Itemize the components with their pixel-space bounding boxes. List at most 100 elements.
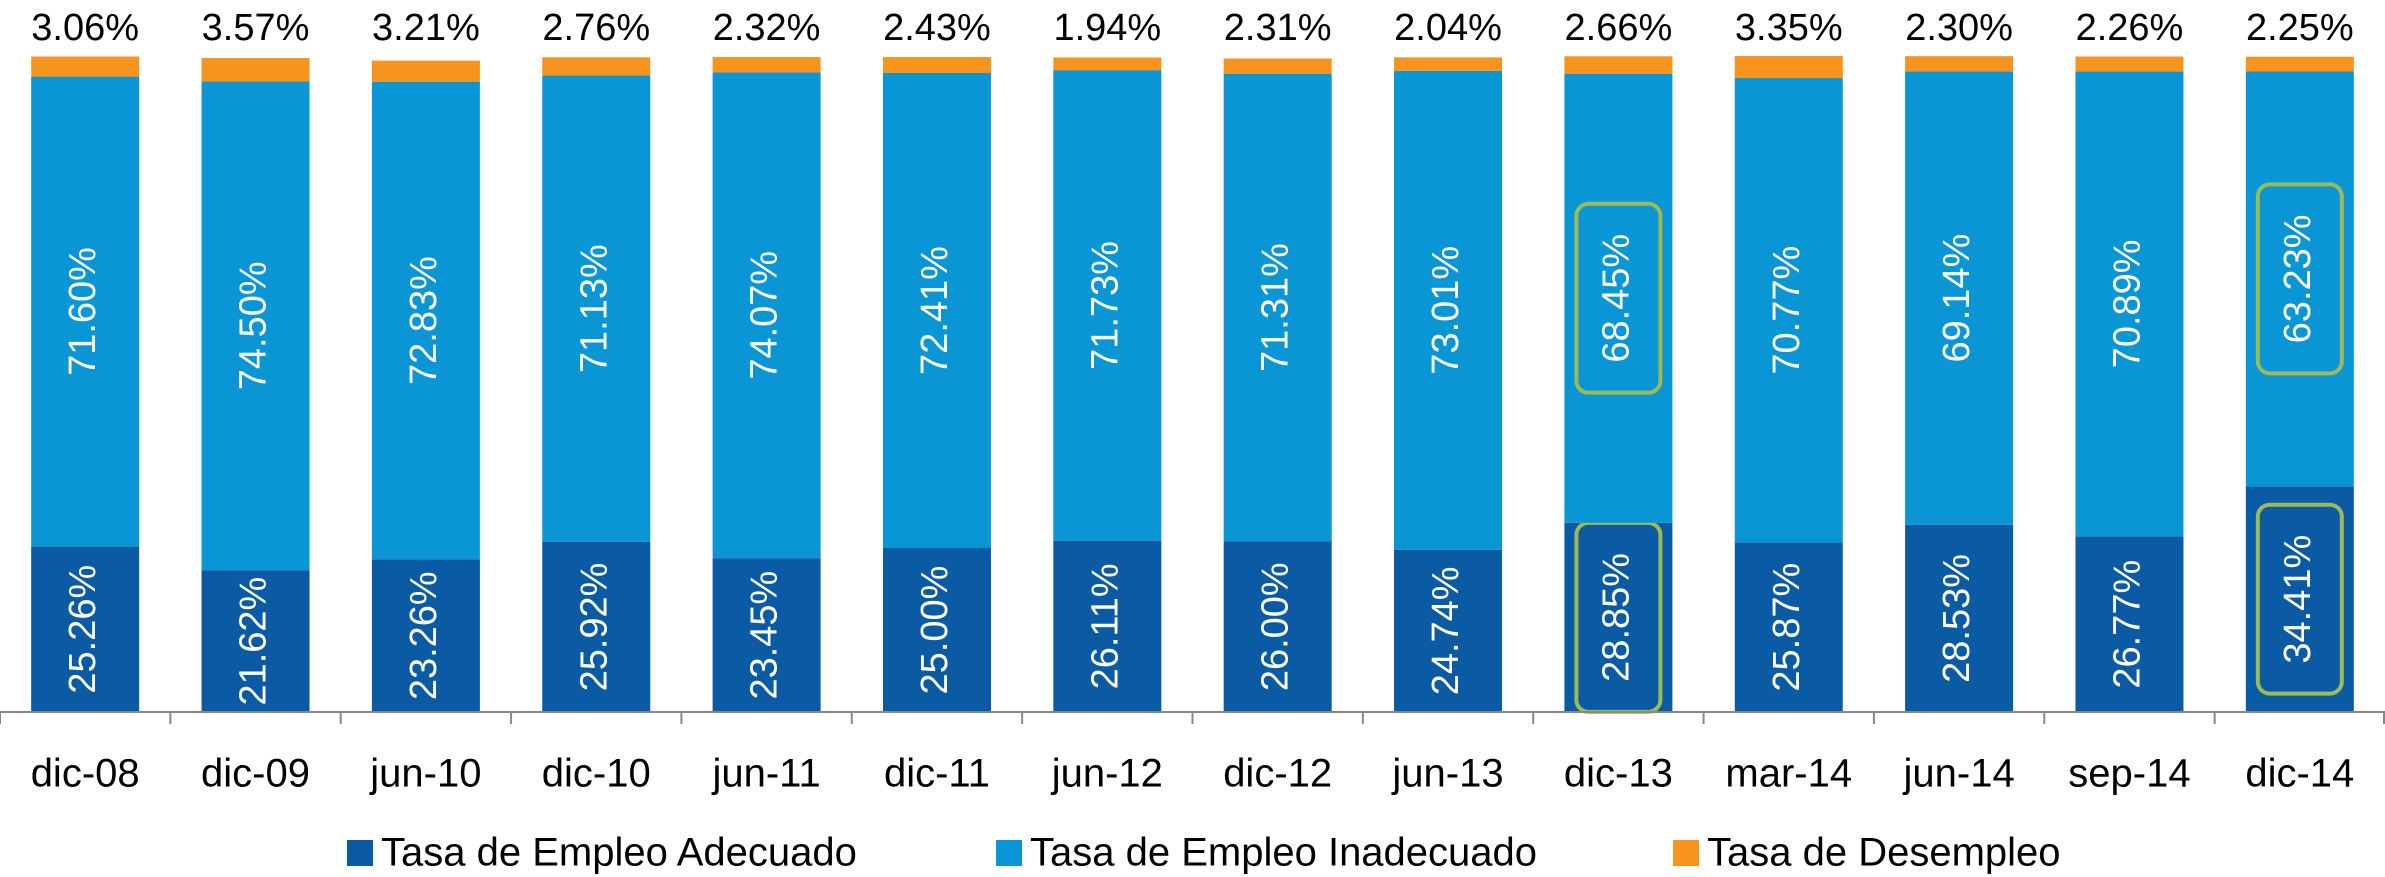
data-label: 24.74% [1425, 566, 1467, 695]
x-tick-label: dic-14 [2245, 752, 2354, 796]
data-label: 71.73% [1084, 241, 1126, 370]
data-label: 74.50% [233, 261, 275, 390]
bar-segment [712, 558, 821, 712]
legend-label: Tasa de Empleo Adecuado [381, 831, 857, 875]
data-label: 2.30% [1905, 7, 2013, 49]
bar-segment [1223, 541, 1332, 712]
bar-segment [371, 60, 480, 82]
bar-segment [371, 559, 480, 712]
data-label: 2.26% [2076, 7, 2184, 49]
data-label: 3.21% [372, 7, 480, 49]
data-label: 2.66% [1565, 7, 1673, 49]
x-tick-label: jun-13 [1391, 752, 1503, 796]
bar-segment [1223, 73, 1332, 542]
bar-segment [2075, 56, 2184, 72]
data-label: 68.45% [1595, 234, 1637, 363]
bar-segment [201, 570, 310, 712]
data-label: 71.31% [1255, 243, 1297, 372]
data-label: 63.23% [2277, 214, 2319, 343]
data-label: 69.14% [1936, 234, 1978, 363]
data-label: 3.06% [31, 7, 139, 49]
data-label: 2.04% [1394, 7, 1502, 49]
bar-segment [1394, 549, 1503, 712]
data-label: 23.45% [744, 571, 786, 700]
data-label: 71.13% [573, 244, 615, 373]
legend-label: Tasa de Empleo Inadecuado [1030, 831, 1537, 875]
bar-segment [1223, 58, 1332, 74]
data-label: 71.60% [62, 247, 104, 376]
bar-segment [1564, 522, 1673, 712]
bar-segment [2075, 536, 2184, 712]
bar-segment [1053, 540, 1162, 712]
data-label: 28.85% [1595, 553, 1637, 682]
x-tick-label: sep-14 [2068, 752, 2190, 796]
bar-segment [882, 548, 991, 712]
bar-segment [1564, 73, 1673, 523]
bar-segment [2245, 71, 2354, 487]
data-label: 2.32% [713, 7, 821, 49]
bar-segment [1734, 78, 1843, 543]
data-label: 2.76% [542, 7, 650, 49]
bar-segment [882, 57, 991, 73]
data-label: 26.00% [1255, 562, 1297, 691]
legend-label: Tasa de Desempleo [1707, 831, 2061, 875]
data-label: 26.11% [1084, 563, 1126, 689]
data-label: 73.01% [1425, 246, 1467, 375]
data-label: 25.26% [62, 565, 104, 694]
x-tick-label: jun-14 [1903, 752, 2015, 796]
data-label: 3.35% [1735, 7, 1843, 49]
bar-segment [542, 541, 651, 712]
bar-segment [882, 72, 991, 548]
bar-segment [31, 546, 140, 712]
x-tick-label: jun-12 [1051, 752, 1163, 796]
bar-segment [1905, 56, 2014, 72]
x-tick-label: dic-10 [542, 752, 651, 796]
x-tick-label: jun-10 [369, 752, 481, 796]
data-label: 21.62% [233, 577, 275, 706]
bar-segment [1905, 71, 2014, 525]
data-label: 70.77% [1766, 246, 1808, 375]
x-tick-label: dic-08 [31, 752, 140, 796]
data-label: 28.53% [1936, 554, 1978, 683]
legend-swatch [996, 840, 1022, 866]
bar-segment [542, 57, 651, 76]
data-label: 25.87% [1766, 563, 1808, 692]
bar-segment [31, 76, 140, 547]
data-label: 26.77% [2106, 560, 2148, 689]
bar-segment [201, 81, 310, 571]
x-tick-label: dic-09 [201, 752, 310, 796]
bar-segment [2245, 486, 2354, 712]
bar-segment [1053, 57, 1162, 71]
x-tick-label: dic-13 [1564, 752, 1673, 796]
bar-segment [1053, 70, 1162, 541]
data-label: 2.25% [2246, 7, 2354, 49]
data-label: 2.31% [1224, 7, 1332, 49]
data-label: 25.92% [573, 563, 615, 692]
data-label: 23.26% [403, 571, 445, 700]
bar-segment [712, 57, 821, 73]
x-tick-label: dic-12 [1223, 752, 1332, 796]
bar-segment [1734, 56, 1843, 79]
bar-segment [1394, 57, 1503, 71]
bar-segment [1564, 56, 1673, 74]
bar-segment [1394, 70, 1503, 550]
legend-swatch [1673, 840, 1699, 866]
data-label: 72.83% [403, 256, 445, 385]
bar-segment [201, 58, 310, 82]
bar-segment [1905, 524, 2014, 712]
x-tick-label: dic-11 [884, 752, 990, 796]
data-label: 1.94% [1053, 7, 1161, 49]
bar-segment [371, 81, 480, 560]
data-label: 70.89% [2106, 239, 2148, 368]
data-label: 74.07% [744, 251, 786, 380]
highlight-box [2255, 502, 2344, 696]
data-label: 3.57% [202, 7, 310, 49]
bar-segment [1734, 542, 1843, 712]
highlight-box [2255, 182, 2344, 376]
data-label: 25.00% [914, 566, 956, 695]
highlight-box [1574, 201, 1663, 395]
bar-segment [542, 75, 651, 542]
data-label: 34.41% [2277, 535, 2319, 664]
data-label: 2.43% [883, 7, 991, 49]
